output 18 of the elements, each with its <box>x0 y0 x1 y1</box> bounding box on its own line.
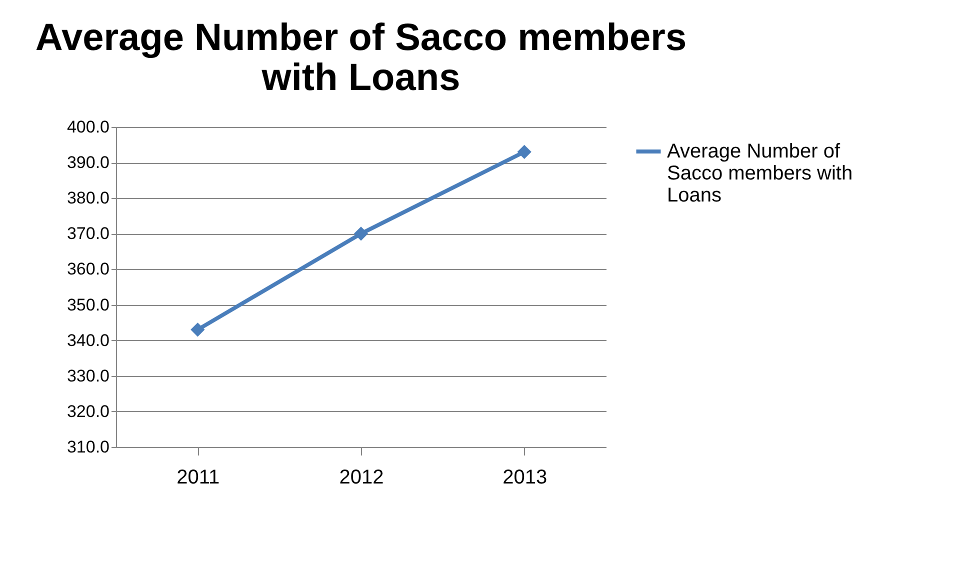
y-tick-label: 310.0 <box>66 438 110 456</box>
y-tick-label: 370.0 <box>66 224 110 244</box>
point <box>354 226 368 241</box>
y-tick-label: 340.0 <box>66 330 110 350</box>
y-tick-label: 360.0 <box>66 260 110 279</box>
x-tick-label: 2011 <box>176 466 220 488</box>
legend-label: Average Number of Sacco members with Loans <box>667 140 853 206</box>
y-tick-label: 350.0 <box>66 295 110 314</box>
x-tick-label: 2012 <box>339 466 384 488</box>
y-tick-label: 390.0 <box>66 153 110 172</box>
y-tick-label: 400.0 <box>66 118 110 136</box>
y-tick-label: 320.0 <box>66 402 110 421</box>
point <box>190 322 205 337</box>
y-tick-label: 380.0 <box>66 188 110 208</box>
point <box>517 144 532 159</box>
x-tick-label: 2013 <box>502 466 548 488</box>
chart-title: Average Number of Sacco members with Loans <box>35 17 687 99</box>
y-tick-label: 330.0 <box>66 366 110 386</box>
